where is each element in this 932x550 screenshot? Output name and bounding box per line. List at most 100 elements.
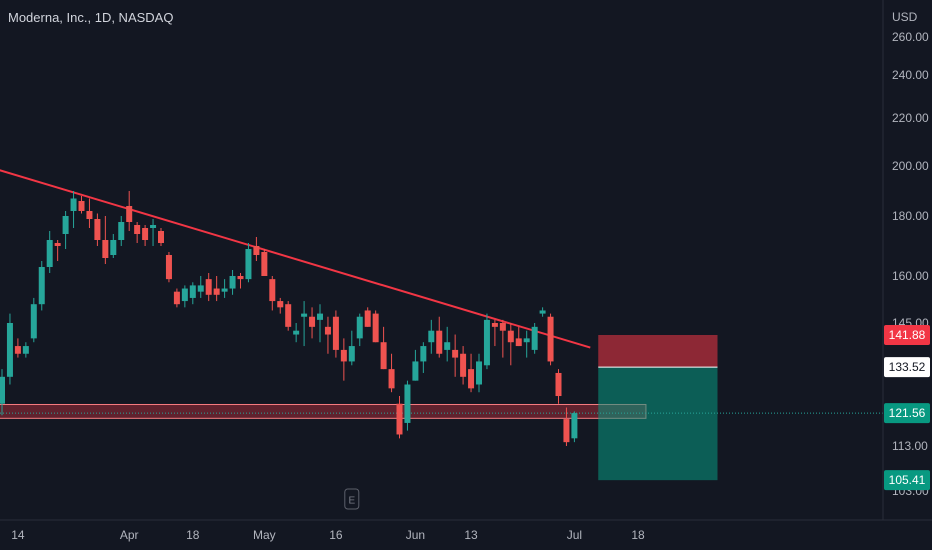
candle-up xyxy=(531,326,538,350)
candle-up xyxy=(62,216,69,234)
price-tag-label: 141.88 xyxy=(889,328,926,342)
price-tick-label: 113.00 xyxy=(892,439,928,453)
candle-up xyxy=(317,313,323,320)
candle-down xyxy=(102,240,109,258)
markers-layer: E xyxy=(344,488,360,510)
candle-down xyxy=(285,304,292,327)
price-tick-label: 200.00 xyxy=(892,159,929,173)
candle-down xyxy=(126,206,133,222)
candle-down xyxy=(237,276,244,280)
candle-up xyxy=(229,276,236,289)
candle-up xyxy=(6,323,13,377)
price-tag xyxy=(884,470,930,491)
candle-down xyxy=(380,342,387,370)
price-tick-label: 220.00 xyxy=(892,111,929,125)
time-axis[interactable]: 14 Apr 18 May 16 Jun 13 Jul 18 xyxy=(11,528,645,542)
price-tick-label: 180.00 xyxy=(892,209,929,223)
earnings-marker-icon xyxy=(344,488,360,510)
candle-up xyxy=(404,384,411,423)
candle-down xyxy=(253,246,260,255)
candle-up xyxy=(444,342,451,350)
candle-up xyxy=(293,330,300,335)
time-tick-label: May xyxy=(253,528,276,542)
candle-up xyxy=(70,198,77,211)
candle-down xyxy=(515,338,522,347)
price-tag-label: 105.41 xyxy=(889,473,926,487)
candle-up xyxy=(22,346,29,354)
candle-up xyxy=(118,222,125,240)
candle-up xyxy=(420,346,427,362)
chart-title: Moderna, Inc., 1D, NASDAQ xyxy=(8,10,174,25)
trendline-layer xyxy=(0,169,591,349)
candle-down xyxy=(372,313,379,343)
candle-down xyxy=(499,323,506,331)
candle-down xyxy=(332,316,339,350)
candle-up xyxy=(428,330,435,343)
candle-down xyxy=(396,403,403,435)
candle-down xyxy=(78,201,85,211)
candle-down xyxy=(324,326,331,335)
time-tick-label: 16 xyxy=(329,528,343,542)
candle-down xyxy=(54,243,61,246)
candle-down xyxy=(547,316,554,362)
time-tick-label: Jun xyxy=(406,528,425,542)
take-profit-zone xyxy=(598,367,718,481)
stop-loss-zone xyxy=(598,334,718,368)
candle-up xyxy=(30,304,37,339)
candle-down xyxy=(165,255,172,280)
candle-up xyxy=(412,361,419,381)
candle-up xyxy=(301,313,308,317)
price-tick-label: 240.00 xyxy=(892,68,929,82)
candle-down xyxy=(340,349,347,362)
candle-down xyxy=(205,279,212,295)
price-tick-label: 260.00 xyxy=(892,30,929,44)
price-axis[interactable]: 103.00113.00145.00160.00180.00200.00220.… xyxy=(892,30,929,498)
time-tick-label: Jul xyxy=(567,528,582,542)
candle-down xyxy=(213,288,220,295)
candle-down xyxy=(364,310,371,327)
candle-down xyxy=(94,219,101,240)
time-tick-label: 18 xyxy=(186,528,200,542)
candle-up xyxy=(221,288,228,292)
price-tag xyxy=(884,357,930,378)
time-tick-label: 14 xyxy=(11,528,25,542)
candle-down xyxy=(555,372,562,397)
candle-down xyxy=(134,225,141,234)
candle-up xyxy=(571,413,578,439)
candle-down xyxy=(452,349,459,358)
candle-down xyxy=(507,330,514,343)
candle-up xyxy=(476,361,482,385)
time-tick-label: 18 xyxy=(631,528,645,542)
candle-up xyxy=(348,346,355,362)
support-zone xyxy=(0,403,647,419)
candle-down xyxy=(460,353,467,377)
candle-down xyxy=(309,316,316,327)
price-tick-label: 160.00 xyxy=(892,269,929,283)
price-tag-label: 121.56 xyxy=(889,406,926,420)
candle-down xyxy=(563,419,570,443)
candle-up xyxy=(110,240,117,255)
candle-down xyxy=(158,231,164,243)
candle-up xyxy=(356,316,363,339)
price-tag xyxy=(884,403,930,424)
candle-up xyxy=(523,338,530,343)
candle-up xyxy=(189,285,196,298)
earnings-marker-label: E xyxy=(348,496,355,507)
candle-up xyxy=(197,285,204,292)
candle-up xyxy=(539,310,546,314)
price-tag xyxy=(884,324,930,345)
candle-down xyxy=(388,369,395,389)
candle-down xyxy=(491,323,498,327)
candles-layer xyxy=(0,191,578,446)
price-axis-currency: USD xyxy=(892,10,918,24)
candle-up xyxy=(181,288,188,302)
candle-up xyxy=(46,240,53,267)
candle-down xyxy=(14,346,21,354)
candle-up xyxy=(0,376,5,404)
candle-down xyxy=(468,369,475,389)
candle-down xyxy=(261,252,268,276)
candle-down xyxy=(436,330,443,354)
candle-down xyxy=(173,291,180,305)
candle-up xyxy=(245,249,252,280)
